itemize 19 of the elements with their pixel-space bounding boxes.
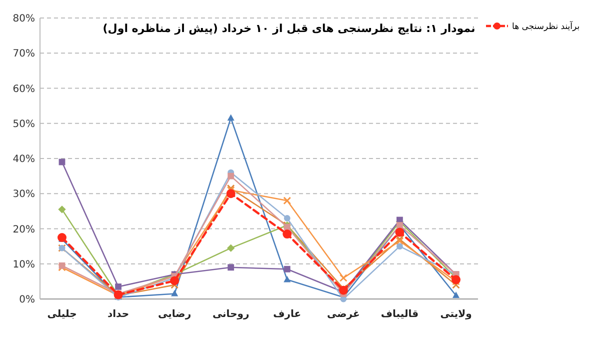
x-tick-label: غرضی	[327, 309, 360, 320]
x-tick-label: جلیلی	[47, 309, 77, 320]
x-tick-label: حداد	[108, 309, 130, 320]
x-tick-label: عارف	[273, 309, 302, 320]
x-tick-label: رضایی	[158, 309, 192, 320]
y-tick-label: 20%	[12, 224, 35, 236]
x-tick-label: روحانی	[212, 309, 250, 320]
y-tick-label: 70%	[12, 48, 35, 60]
legend-label: برآیند نظرسنجی ها	[512, 20, 580, 32]
y-tick-label: 80%	[12, 14, 35, 24]
chart-title: نمودار ۱: نتایج نظرسنجی های قبل از ۱۰ خرداد (پیش از مناظره اول)	[102, 22, 476, 35]
y-tick-label: 0%	[19, 294, 35, 306]
y-tick-label: 50%	[12, 118, 35, 130]
x-tick-label: قالیباف	[380, 309, 419, 320]
x-tick-label: ولایتی	[440, 309, 472, 320]
y-tick-label: 60%	[12, 84, 35, 95]
y-tick-label: 40%	[12, 154, 35, 165]
y-tick-label: 10%	[12, 259, 35, 270]
y-tick-label: 30%	[12, 189, 35, 200]
